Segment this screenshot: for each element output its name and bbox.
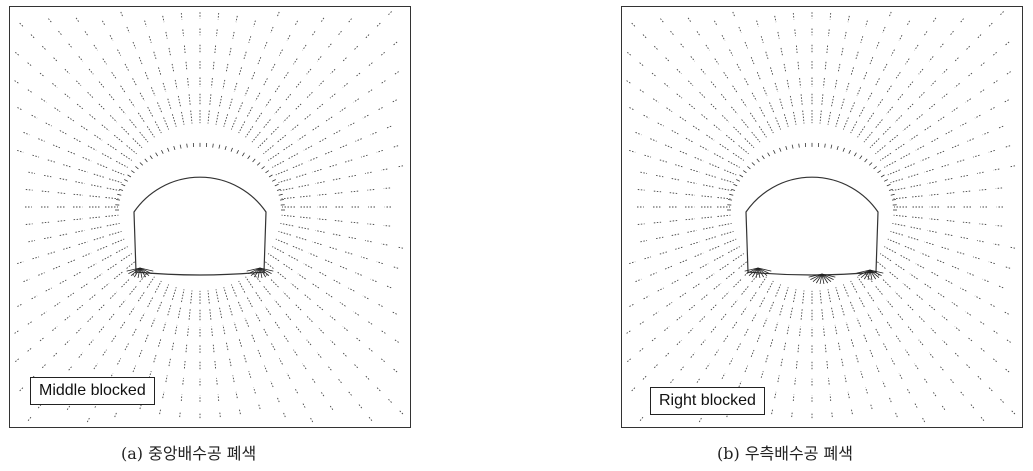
drain-concentration	[744, 267, 884, 284]
drain-concentration	[126, 267, 274, 278]
seepage-vectors	[14, 11, 404, 423]
lining-marks	[115, 142, 285, 211]
tunnel-outline	[133, 176, 267, 276]
seepage-vectors	[626, 11, 1016, 423]
flow-field-svg	[14, 11, 404, 423]
legend-label: Middle blocked	[30, 377, 155, 405]
flow-vector-plot-right-blocked: Right blocked	[621, 6, 1023, 428]
lining-marks	[727, 142, 897, 211]
caption-a: (a) 중앙배수공 폐색	[121, 444, 257, 463]
flow-vector-plot-middle-blocked: Middle blocked	[9, 6, 411, 428]
flow-field-svg	[626, 11, 1016, 423]
legend-label: Right blocked	[650, 387, 765, 415]
tunnel-outline	[745, 176, 879, 276]
caption-b: (b) 우측배수공 폐색	[717, 444, 853, 463]
